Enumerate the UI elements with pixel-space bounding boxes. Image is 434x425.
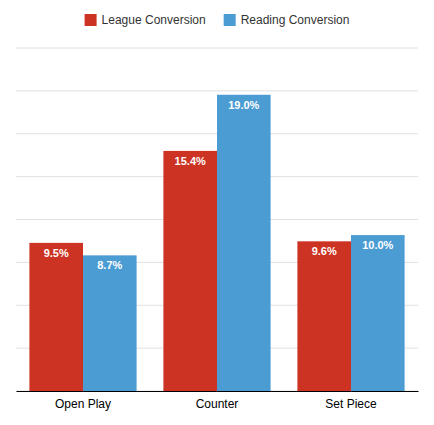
x-axis: Open Play Counter Set Piece [17, 392, 419, 411]
legend-swatch [224, 14, 236, 26]
tick: Set Piece [325, 397, 377, 411]
data-label: 8.7% [97, 259, 122, 271]
legend-item: League Conversion [85, 13, 206, 27]
bar [351, 235, 405, 391]
data-label: 15.4% [175, 155, 206, 167]
legend-label: League Conversion [102, 13, 206, 27]
tick-label: Set Piece [325, 397, 377, 411]
bar [29, 243, 83, 391]
tick-label: Counter [196, 397, 239, 411]
tick-label: Open Play [55, 397, 111, 411]
axis-line [17, 391, 419, 392]
bar [163, 151, 217, 391]
bar [217, 95, 271, 391]
legend-item: Reading Conversion [224, 13, 350, 27]
bar [83, 255, 137, 391]
grid-line [16, 48, 418, 49]
grid-line [16, 90, 418, 91]
chart: 9.5% 15.4% 9.6% 8.7% 19.0% 10.0% Open Play Coun… [0, 0, 434, 425]
legend-label: Reading Conversion [241, 13, 350, 27]
plot: 9.5% 15.4% 9.6% 8.7% 19.0% 10.0% Open Play Coun… [16, 48, 419, 411]
legend: League Conversion Reading Conversion [85, 13, 350, 27]
data-label: 19.0% [228, 99, 259, 111]
bar [297, 241, 351, 391]
data-label: 10.0% [362, 239, 393, 251]
grid [16, 48, 418, 391]
tick: Counter [196, 397, 239, 411]
tick: Open Play [55, 397, 111, 411]
legend-swatch [85, 14, 97, 26]
data-label: 9.6% [312, 245, 337, 257]
data-labels: 9.5% 15.4% 9.6% 8.7% 19.0% 10.0% [44, 99, 394, 272]
data-label: 9.5% [44, 247, 69, 259]
bars [29, 95, 404, 391]
